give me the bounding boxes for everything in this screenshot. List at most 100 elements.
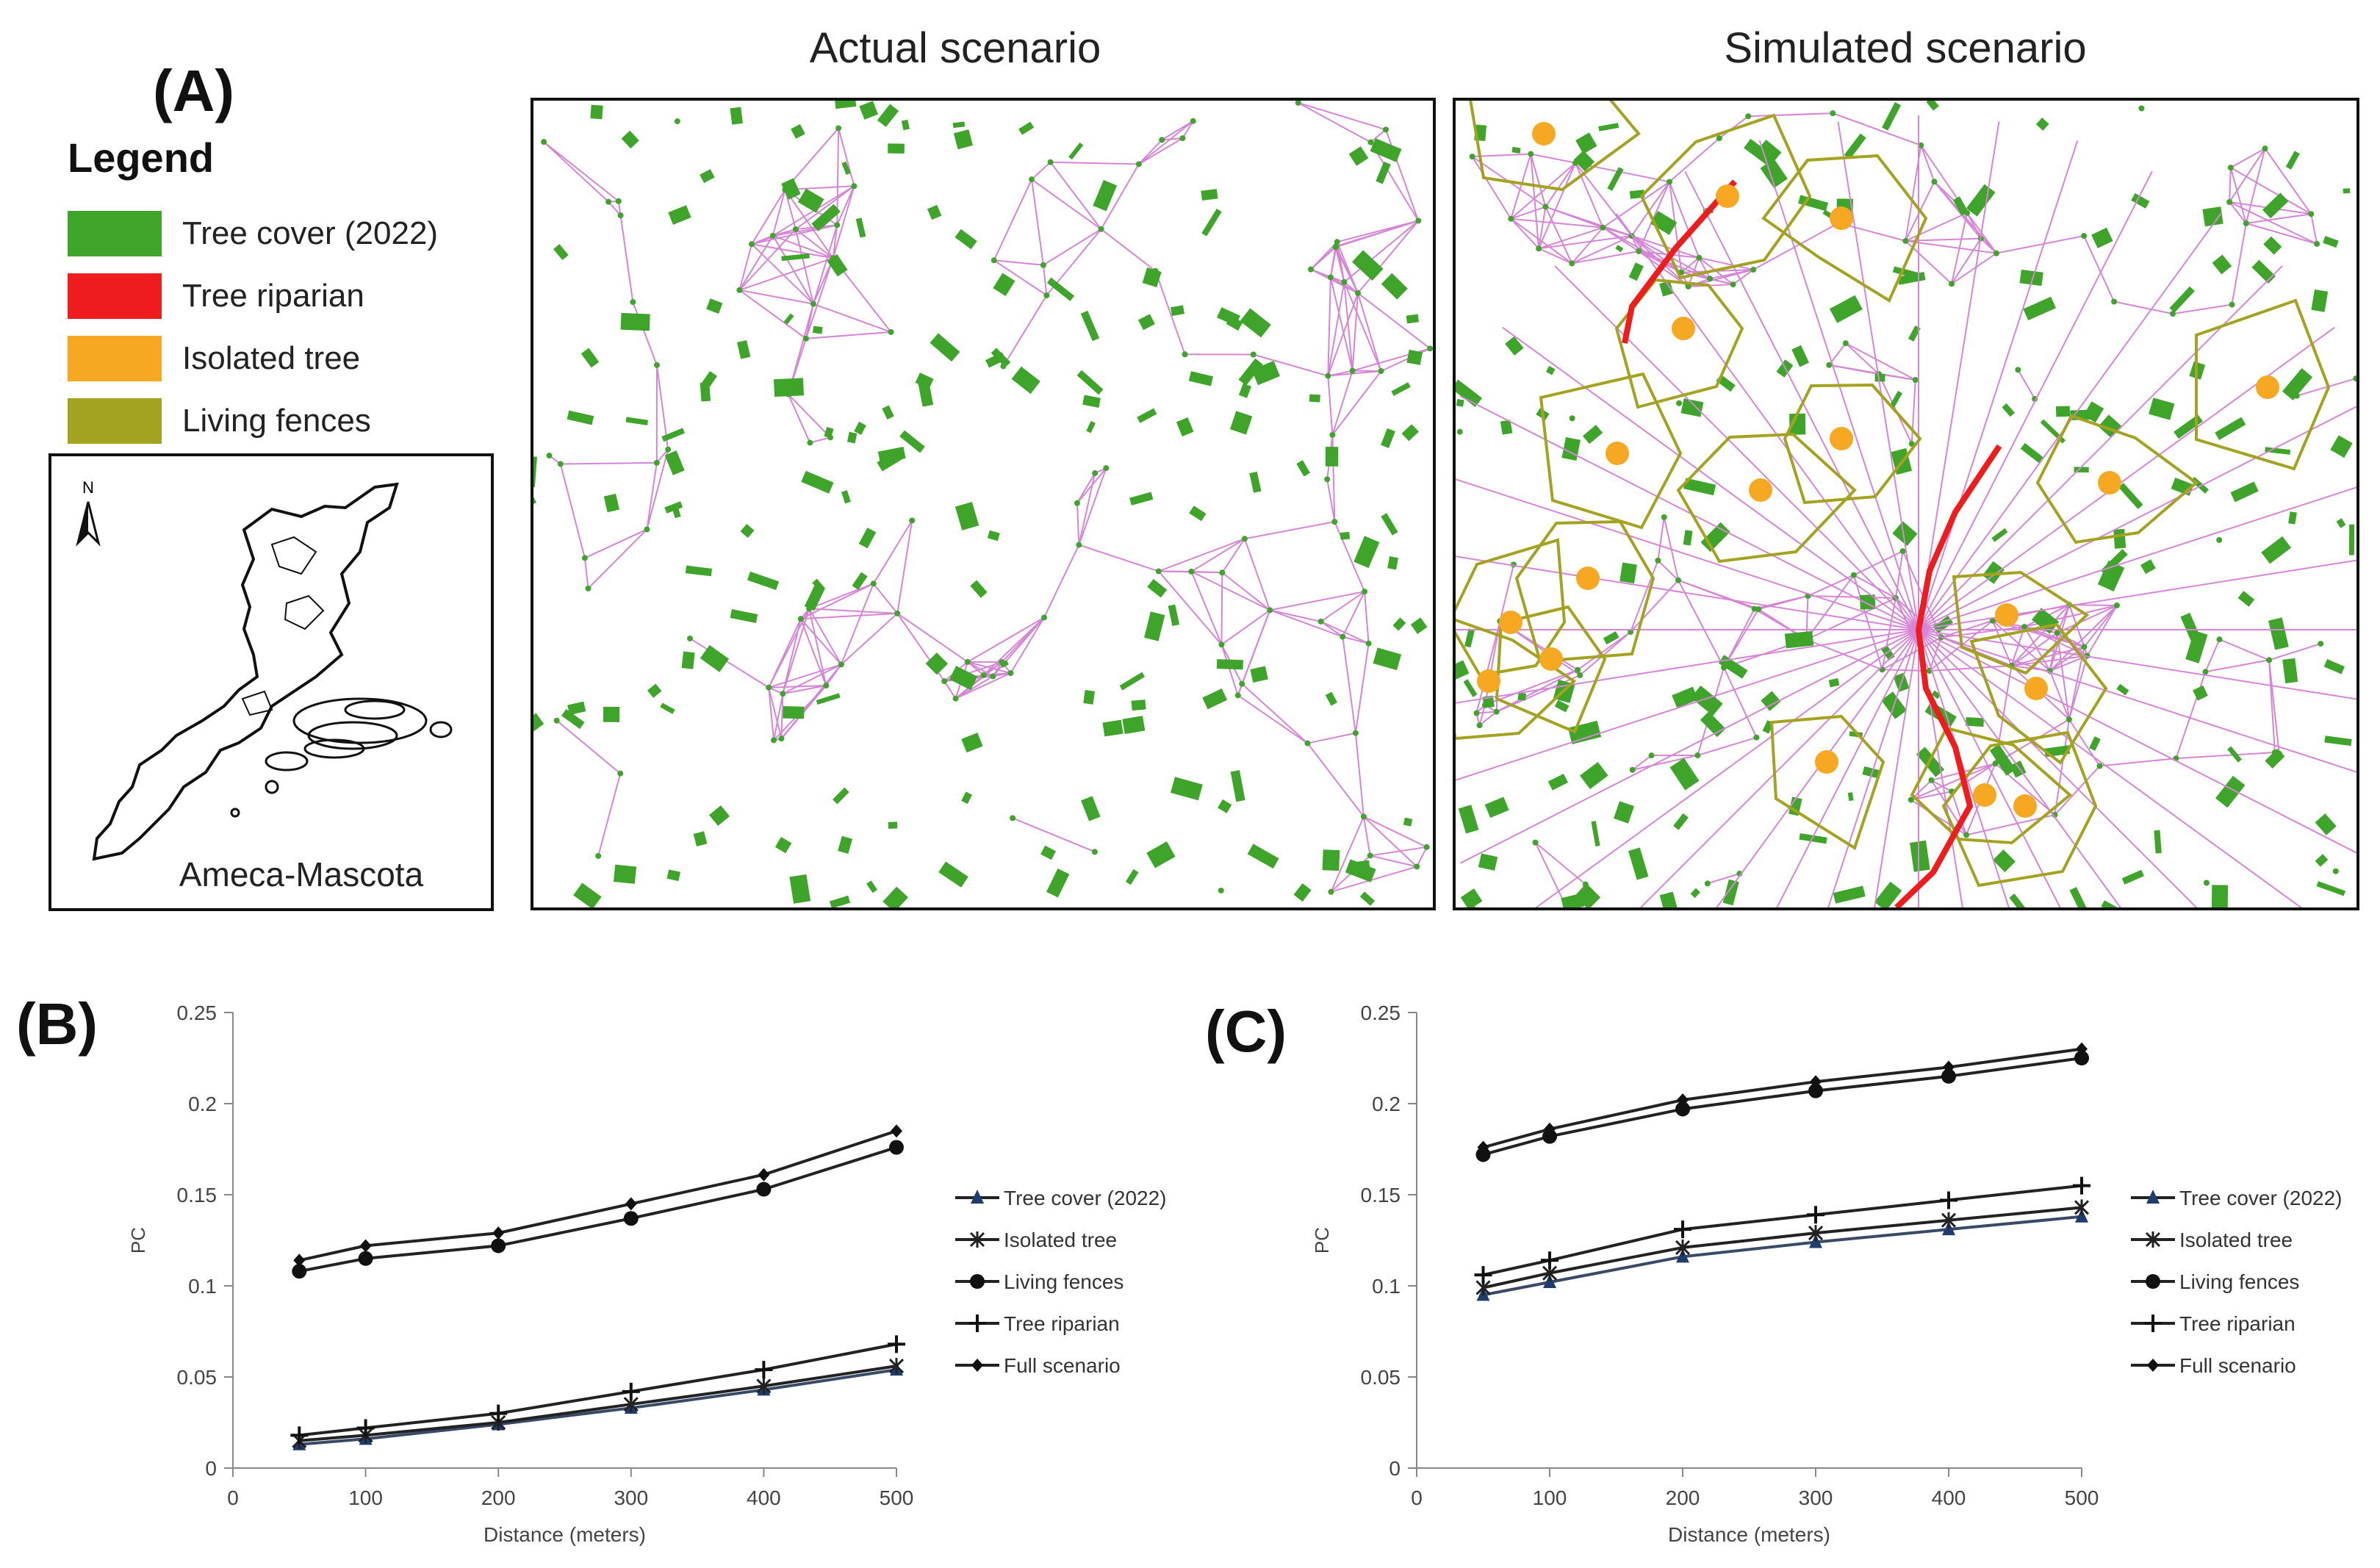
link xyxy=(795,229,834,259)
link xyxy=(1910,379,1916,445)
link xyxy=(1327,277,1331,376)
link xyxy=(1805,575,1855,640)
link xyxy=(1538,162,1576,249)
patch-node xyxy=(2229,301,2235,308)
tree-cover-patch xyxy=(567,701,586,716)
series-line xyxy=(298,1146,897,1273)
link xyxy=(1510,206,1546,220)
tree-cover-patch xyxy=(1680,398,1704,417)
patch-node xyxy=(980,672,987,678)
link xyxy=(780,663,842,739)
panel-c-label: (C) xyxy=(1205,999,1287,1064)
tree-cover-patch xyxy=(1755,140,1782,165)
patch-node xyxy=(1830,110,1836,117)
link xyxy=(1327,281,1345,376)
legend-label: Tree riparian xyxy=(2179,1312,2295,1335)
link xyxy=(955,672,1011,700)
patch-node xyxy=(2276,750,2282,757)
link xyxy=(1270,591,1365,611)
tree-cover-patch xyxy=(730,107,743,125)
tree-cover-patch xyxy=(1829,295,1863,323)
link xyxy=(1100,229,1157,272)
tree-cover-patch xyxy=(1456,379,1483,407)
map-title-simulated: Simulated scenario xyxy=(1724,24,2087,72)
series-full-scenario xyxy=(1477,1042,2088,1154)
link xyxy=(1478,705,1486,726)
tree-cover-patch xyxy=(811,204,841,231)
patch-node xyxy=(1325,373,1331,379)
link xyxy=(1298,101,1387,131)
link xyxy=(993,179,1032,261)
patch-node xyxy=(909,517,916,524)
link xyxy=(1190,538,1245,572)
tree-cover-patch xyxy=(1828,677,1840,688)
link xyxy=(1182,121,1194,139)
patch-node xyxy=(802,335,809,342)
data-point xyxy=(1943,1060,1955,1074)
patch-node xyxy=(1029,176,1035,183)
link xyxy=(1951,791,1967,835)
tree-cover-patch xyxy=(1505,336,1524,356)
legend-marker xyxy=(2144,1315,2162,1332)
patch-node xyxy=(2202,669,2209,675)
link xyxy=(1351,292,1359,371)
link xyxy=(794,229,814,304)
link xyxy=(812,257,834,305)
link xyxy=(1220,609,1270,646)
legend-label: Tree cover (2022) xyxy=(2179,1187,2343,1209)
tree-cover-patch xyxy=(1147,578,1168,598)
patch-node xyxy=(785,391,791,398)
tree-cover-patch xyxy=(1761,691,1781,711)
patch-node xyxy=(1076,542,1082,548)
link xyxy=(1476,711,1497,714)
series-line xyxy=(1483,1206,2082,1290)
series-tree-cover-2022 xyxy=(292,1362,903,1450)
patch-node xyxy=(2216,536,2223,543)
link xyxy=(805,257,834,339)
hub-link xyxy=(1459,395,1919,630)
link xyxy=(1632,755,1653,771)
chart-b: 0 0.05 0.1 0.15 0.2 0.25 0 100 200 300 400 500 Dista… xyxy=(127,1001,1167,1546)
patch-node xyxy=(771,737,777,744)
data-point xyxy=(359,1239,372,1253)
tree-cover-patch xyxy=(709,805,730,826)
link xyxy=(2083,605,2118,647)
patch-node xyxy=(1317,618,1324,625)
tree-cover-patch xyxy=(1080,310,1100,342)
tree-cover-patch xyxy=(1170,777,1203,801)
panel-a-label: (A) xyxy=(153,58,235,123)
link xyxy=(1678,580,1725,668)
tree-cover-patch xyxy=(2131,193,2150,209)
riparian-trees xyxy=(1622,179,2002,907)
link xyxy=(1845,342,1916,381)
tree-cover-patch xyxy=(2116,683,2129,696)
legend-marker xyxy=(968,1315,986,1332)
patch-node xyxy=(1341,278,1348,285)
link xyxy=(1342,636,1356,733)
tree-cover-patches xyxy=(1456,101,2356,907)
tree-cover-patch xyxy=(1142,267,1162,288)
tree-cover-patch xyxy=(1672,686,1698,708)
tree-cover-patch xyxy=(1580,761,1608,790)
patch-node xyxy=(834,222,841,229)
tree-cover-patch xyxy=(561,708,585,730)
patch-node xyxy=(1636,248,1642,254)
x-tick-label: 100 xyxy=(1533,1486,1567,1509)
link xyxy=(1362,816,1371,856)
tree-cover-patch xyxy=(829,895,851,907)
link xyxy=(810,436,831,444)
data-point xyxy=(491,1238,506,1254)
legend-entry: Full scenario xyxy=(955,1354,1121,1377)
tree-cover-patch xyxy=(1406,349,1423,365)
tree-cover-patch xyxy=(2002,403,2016,417)
link xyxy=(795,185,855,230)
patch-node xyxy=(1582,881,1589,888)
tree-cover-patch xyxy=(1201,189,1218,201)
data-point xyxy=(2076,1042,2088,1056)
patch-node xyxy=(2113,603,2120,609)
legend-title: Legend xyxy=(68,134,215,181)
link xyxy=(2231,223,2247,305)
link xyxy=(1190,571,1223,645)
tree-cover-patch xyxy=(952,121,966,129)
patch-node xyxy=(1010,815,1016,821)
